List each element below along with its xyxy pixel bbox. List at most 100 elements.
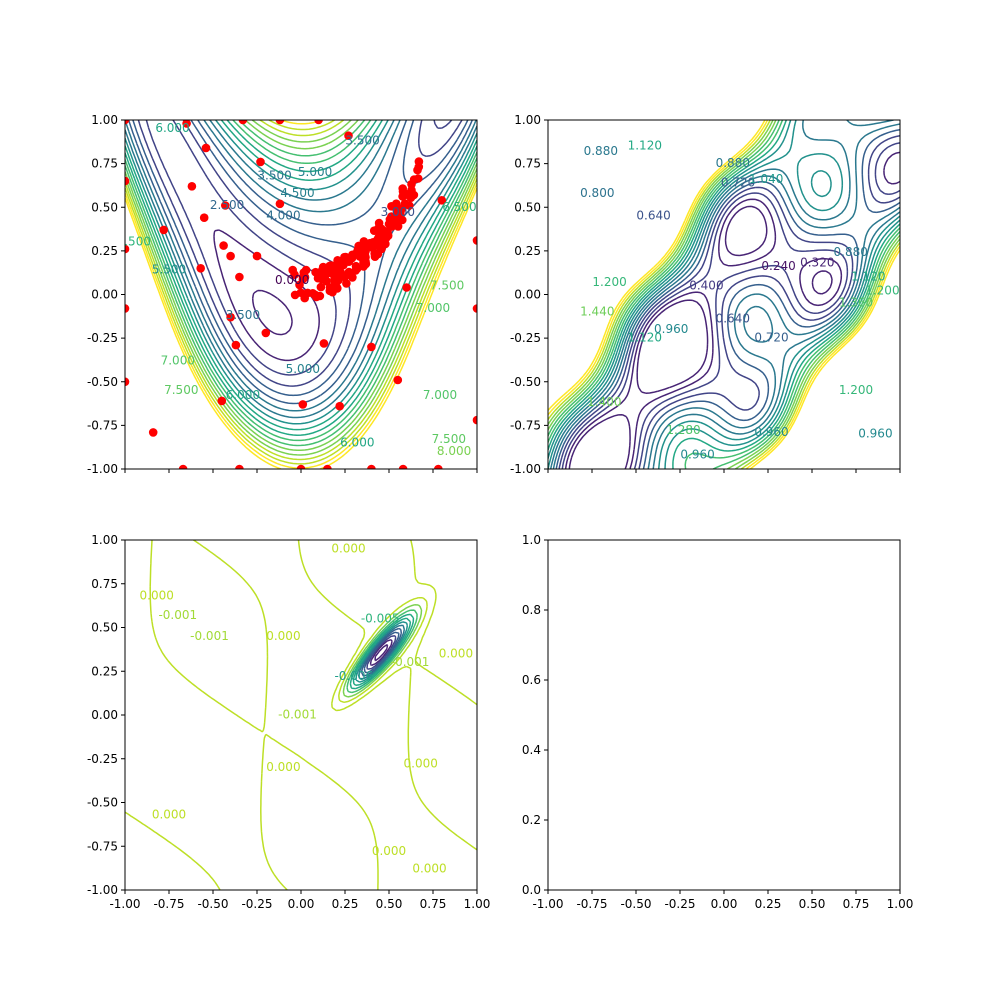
scatter-point	[332, 282, 342, 292]
scatter-point	[359, 257, 368, 267]
contour-label: 0.000	[152, 807, 186, 821]
scatter-point	[256, 157, 265, 167]
contour-line	[555, 128, 900, 469]
contour-label: -0.001	[158, 608, 197, 622]
scatter-point	[125, 176, 130, 186]
y-tick-label: -0.75	[510, 418, 541, 432]
x-tick-label: -1.00	[109, 897, 140, 911]
x-tick-label: 1.00	[464, 897, 491, 911]
contour-label: 0.000	[140, 589, 174, 603]
contour-label: 0.000	[372, 844, 406, 858]
contour-label: 0.000	[266, 760, 300, 774]
contour-line	[366, 635, 397, 670]
axes-frame	[547, 539, 901, 891]
contour-label: 7.500	[164, 383, 198, 397]
contour-line	[549, 120, 900, 469]
contour-label: 3.500	[345, 133, 379, 147]
scatter-point	[319, 339, 329, 348]
axes-top-right: 0.880 1.1200.8000.6400.8800.7201.0400.240…	[510, 113, 901, 476]
contour-line	[125, 120, 477, 465]
y-tick-label: 0.25	[514, 244, 541, 258]
contour-line	[374, 644, 389, 662]
contour-label: 0.960	[680, 448, 714, 462]
contour-line	[342, 604, 423, 698]
scatter-point	[315, 291, 325, 301]
contour-line	[561, 142, 900, 469]
y-tick-label: -0.25	[510, 331, 541, 345]
contour-label: -0.001	[278, 708, 317, 722]
scatter-point	[434, 464, 443, 469]
axes-bottom-left: 0.000 -0.001 -0.001 0.000 0.000 -0.005 -0.001 0…	[87, 533, 490, 911]
scatter-point	[387, 212, 396, 221]
scatter-point	[377, 244, 386, 253]
contour-label: 4.000	[266, 209, 300, 223]
contour-label: 1.120	[628, 331, 662, 345]
scatter-point	[314, 120, 323, 125]
contour-labels: 0.880 1.1200.8000.6400.8800.7201.0400.240…	[580, 139, 899, 462]
contour-line	[548, 120, 900, 469]
scatter-point	[374, 233, 383, 242]
contour-label: -0.006	[334, 669, 373, 683]
contour-label: 1.400	[587, 395, 621, 409]
contour-line	[251, 289, 293, 336]
contour-line	[369, 638, 393, 667]
contour-line	[548, 120, 900, 469]
contour-label: 7.000	[416, 301, 450, 315]
y-tick-label: -0.50	[510, 375, 541, 389]
scatter-point	[159, 225, 168, 235]
scatter-point	[330, 274, 340, 284]
x-tick-label: -1.00	[532, 897, 563, 911]
x-tick-label: -0.25	[664, 897, 695, 911]
scatter-point	[148, 428, 158, 437]
y-tick-label: 0.50	[91, 621, 118, 635]
contour-line	[125, 120, 477, 461]
contour-label: 7.500	[430, 278, 464, 292]
scatter-point	[261, 328, 271, 338]
scatter-point	[295, 280, 304, 290]
y-tick-label: -0.75	[87, 839, 118, 853]
scatter-point	[472, 236, 477, 245]
contour-label: 0.640	[716, 311, 750, 325]
x-tick-label: -0.25	[241, 897, 272, 911]
y-tick-label: 0.2	[522, 813, 541, 827]
scatter-point	[238, 120, 248, 125]
scatter-point	[290, 290, 300, 300]
scatter-point	[367, 243, 377, 252]
scatter-point	[354, 241, 364, 251]
scatter-point	[387, 221, 397, 230]
scatter-point	[344, 131, 353, 140]
contour-label: 1.040	[749, 172, 783, 186]
contour-label: 0.960	[754, 425, 788, 439]
x-tick-label: -0.50	[620, 897, 651, 911]
y-tick-label: 0.25	[91, 664, 118, 678]
scatter-point	[398, 464, 408, 469]
contour-label: 3.500	[226, 308, 260, 322]
y-tick-label: 0.00	[91, 288, 118, 302]
contour-line	[125, 120, 477, 442]
contour-label: 6.500	[117, 235, 151, 249]
contour-label: 0.400	[689, 278, 723, 292]
contour-line	[125, 120, 477, 456]
contour-label: 0.960	[654, 322, 688, 336]
contour-label: 1.280	[666, 423, 700, 437]
contour-label: 1.200	[839, 383, 873, 397]
contour-label: 2.500	[210, 198, 244, 212]
contour-line	[548, 120, 900, 469]
contour-line	[564, 151, 900, 469]
scatter-point	[413, 174, 423, 183]
scatter-point	[226, 312, 235, 322]
contour-label: 8.000	[437, 444, 471, 458]
y-tick-label: 0.75	[91, 157, 118, 171]
contour-line	[552, 123, 900, 469]
y-tick-label: 1.0	[522, 533, 541, 547]
y-tick-label: 0.50	[514, 200, 541, 214]
x-tick-label: 0.50	[799, 897, 826, 911]
contour-line	[125, 187, 477, 469]
contour-labels: 0.000 -0.001 -0.001 0.000 0.000 -0.005 -0.001 0…	[140, 541, 474, 875]
y-tick-label: 0.4	[522, 743, 541, 757]
contour-label: 5.000	[286, 362, 320, 376]
contour-label: 7.500	[432, 432, 466, 446]
scatter-point	[351, 261, 361, 271]
scatter-point	[367, 464, 376, 469]
scatter-point	[472, 415, 477, 425]
